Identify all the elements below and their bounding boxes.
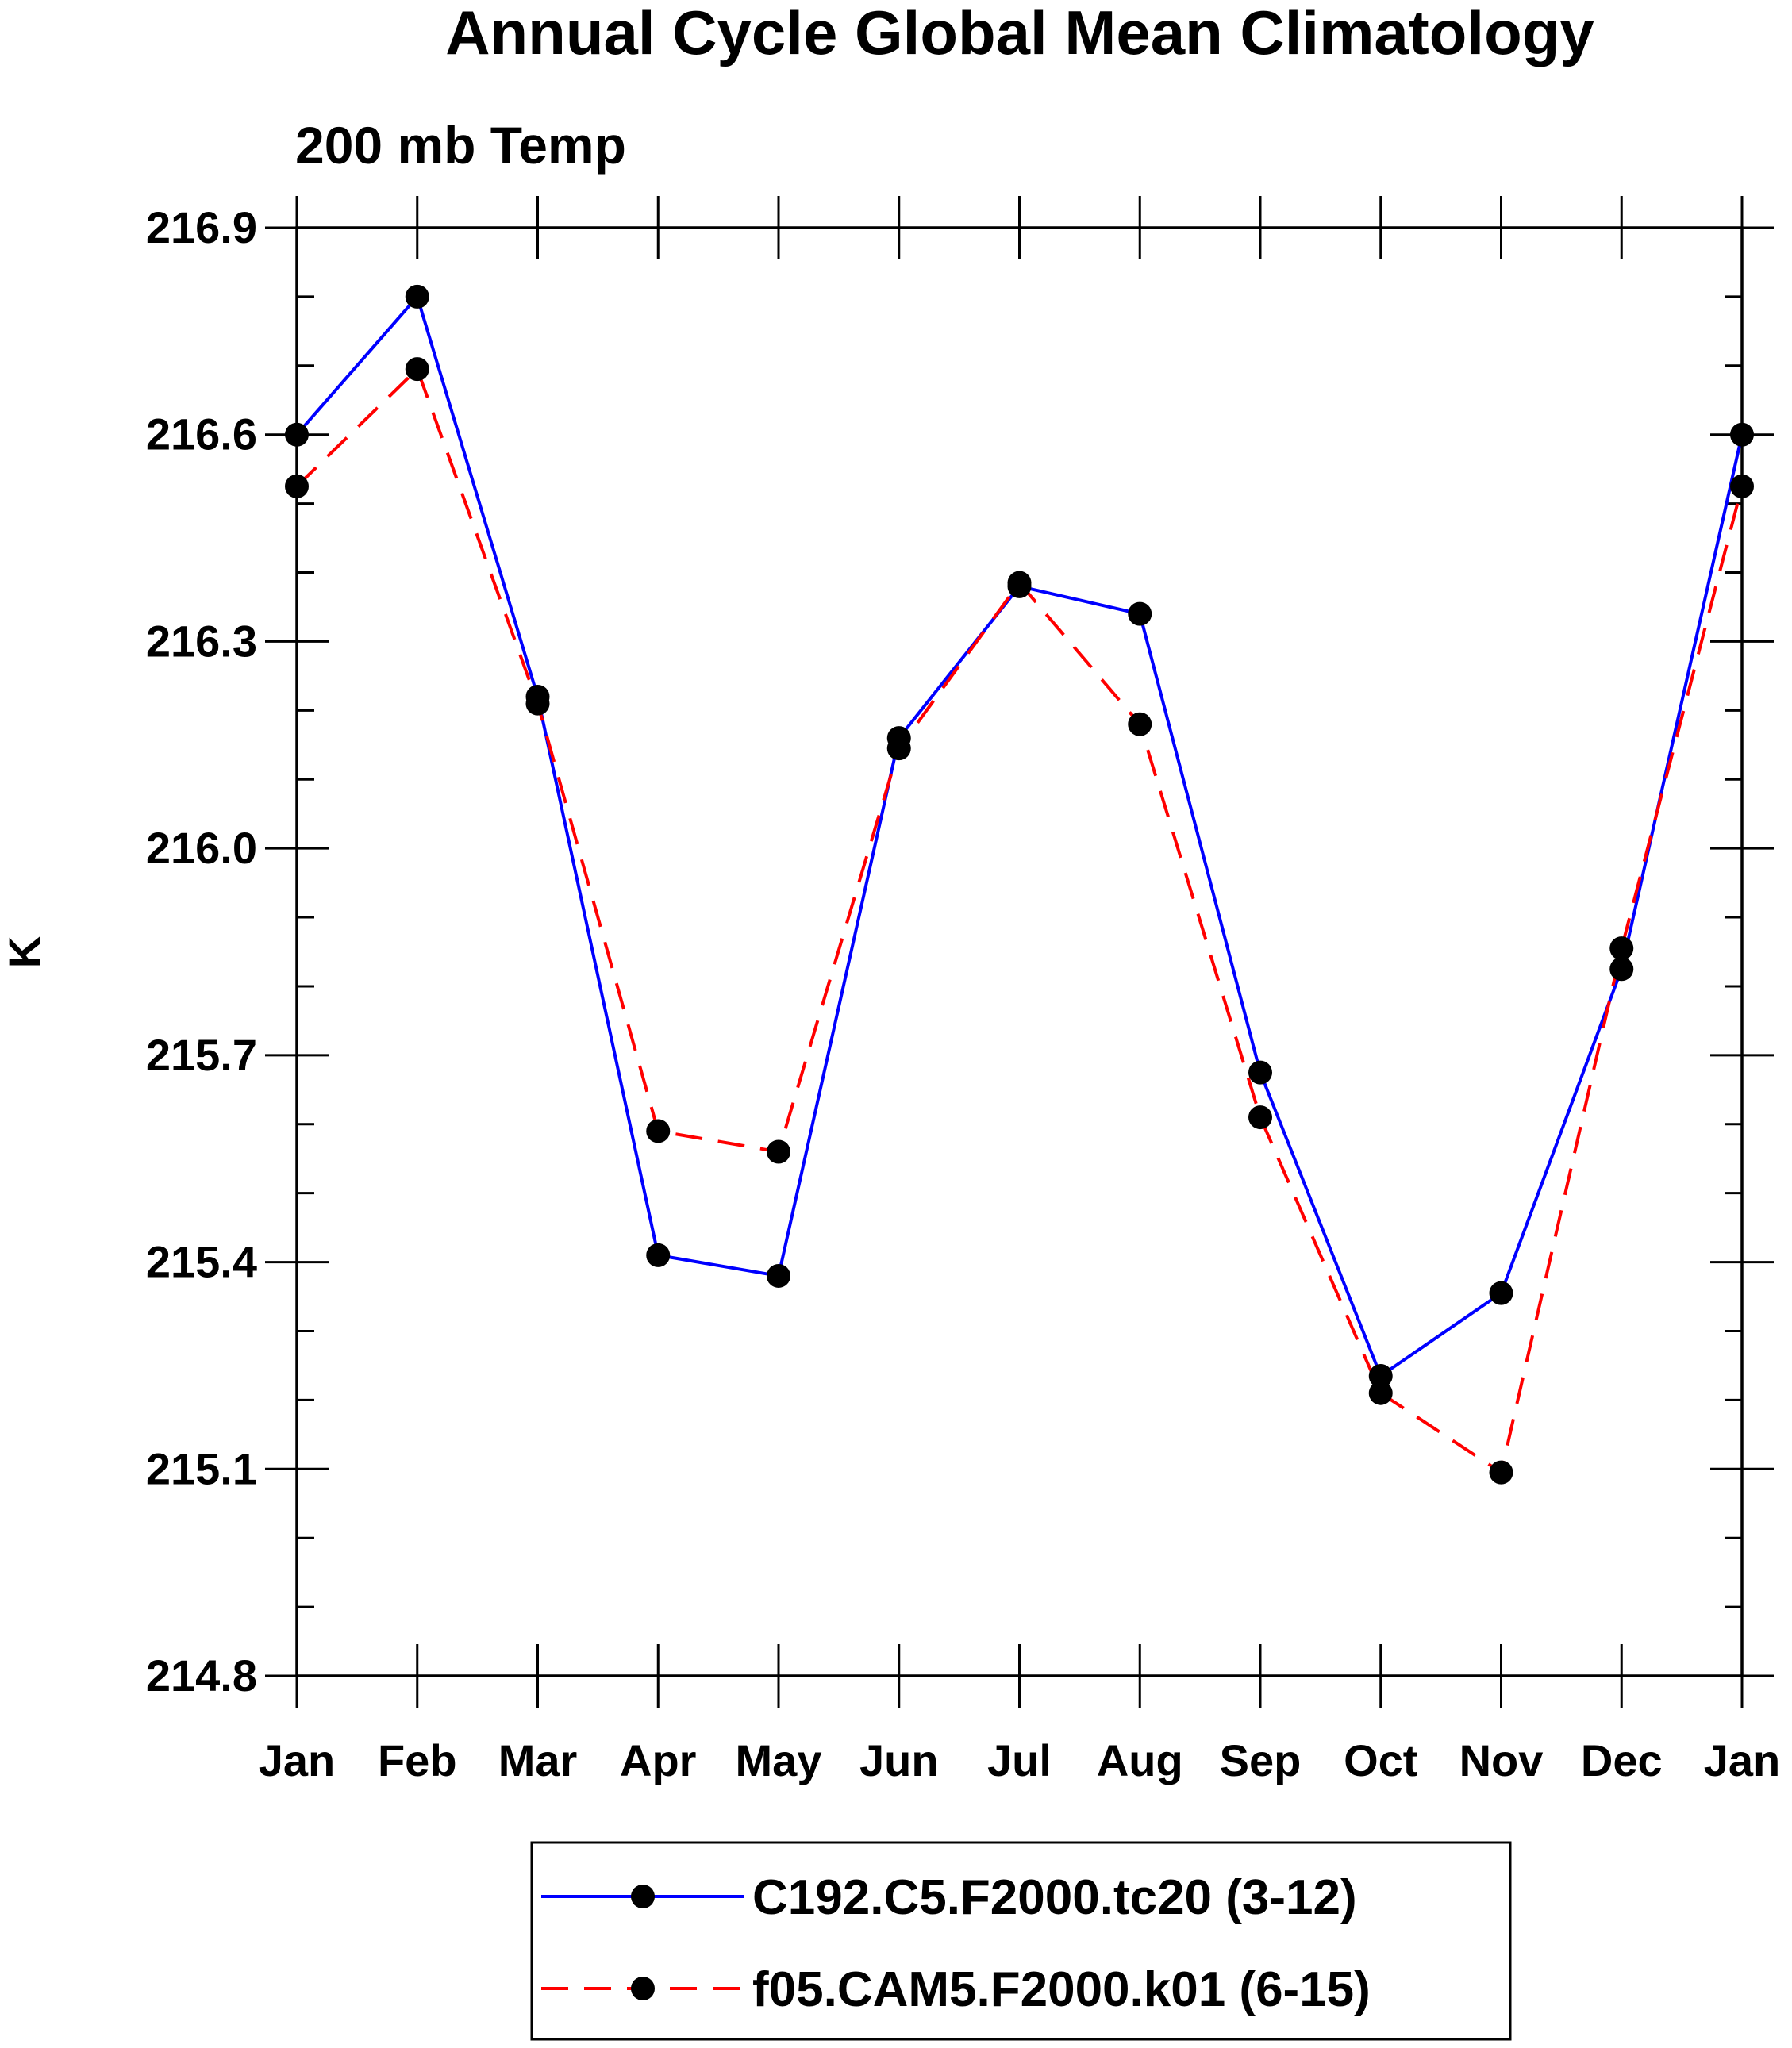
series-2-point	[1368, 1381, 1393, 1405]
y-tick-label: 216.3	[146, 616, 257, 666]
x-tick-label: Nov	[1459, 1735, 1544, 1785]
series-2-point	[405, 357, 429, 382]
x-tick-label: Apr	[620, 1735, 696, 1785]
x-tick-label: Aug	[1097, 1735, 1183, 1785]
series-2-point	[1609, 936, 1634, 961]
legend-box	[530, 1841, 1512, 2041]
y-tick-label: 215.7	[146, 1030, 257, 1080]
x-tick-label: Jan	[259, 1735, 336, 1785]
series-1-point	[285, 422, 309, 447]
series-2-point	[1730, 474, 1754, 498]
y-axis-label: K	[0, 936, 49, 968]
series-1-point	[1128, 601, 1152, 626]
legend: C192.C5.F2000.tc20 (3-12) f05.CAM5.F2000.…	[530, 1841, 1512, 2041]
y-tick-label: 215.4	[146, 1237, 257, 1287]
x-tick-label: Sep	[1220, 1735, 1302, 1785]
legend-marker-1	[631, 1885, 655, 1908]
chart-subtitle: 200 mb Temp	[295, 116, 626, 175]
legend-label-2: f05.CAM5.F2000.k01 (6-15)	[752, 1962, 1371, 2017]
x-tick-label: Jul	[987, 1735, 1052, 1785]
plot-area: 216.9 216.6 216.3 216.0 215.7 215.4 215.1 214.8…	[146, 196, 1780, 1785]
series-line-1	[295, 294, 1744, 1378]
y-tick-label: 216.6	[146, 409, 257, 459]
x-tick-label: Dec	[1581, 1735, 1663, 1785]
series-2-point	[1128, 712, 1152, 736]
series-2-point	[525, 691, 550, 716]
y-tick-label: 216.9	[146, 202, 257, 252]
series-1-point	[1368, 1363, 1393, 1388]
series-line-2	[295, 367, 1744, 1474]
series-1-point	[767, 1263, 790, 1288]
x-tick-label: Jan	[1704, 1735, 1781, 1785]
plot-frame	[295, 226, 1744, 1677]
x-tick-label: May	[736, 1735, 822, 1785]
series-1-point	[1248, 1060, 1272, 1085]
series-1-point	[405, 284, 429, 309]
series-1-point	[1730, 422, 1754, 447]
series-2-point	[1007, 571, 1032, 595]
series-2-point	[285, 474, 309, 498]
x-tick-label: Feb	[378, 1735, 457, 1785]
legend-marker-2	[631, 1977, 655, 2000]
y-tick-label: 215.1	[146, 1443, 257, 1493]
series-2-point	[1248, 1105, 1272, 1130]
legend-label-1: C192.C5.F2000.tc20 (3-12)	[752, 1870, 1357, 1925]
series-1-point	[646, 1243, 671, 1267]
series-2-point	[1489, 1460, 1513, 1485]
series-2-point	[886, 736, 911, 761]
x-tick-label: Mar	[498, 1735, 578, 1785]
series-2-point	[646, 1119, 671, 1143]
x-tick-label: Oct	[1344, 1735, 1417, 1785]
series-2-point	[767, 1139, 790, 1164]
series-1-point	[1489, 1281, 1513, 1305]
y-tick-label: 216.0	[146, 823, 257, 873]
chart-title: Annual Cycle Global Mean Climatology	[445, 0, 1594, 67]
series-1-point	[1609, 957, 1634, 982]
x-tick-label: Jun	[859, 1735, 939, 1785]
y-tick-label: 214.8	[146, 1650, 257, 1700]
